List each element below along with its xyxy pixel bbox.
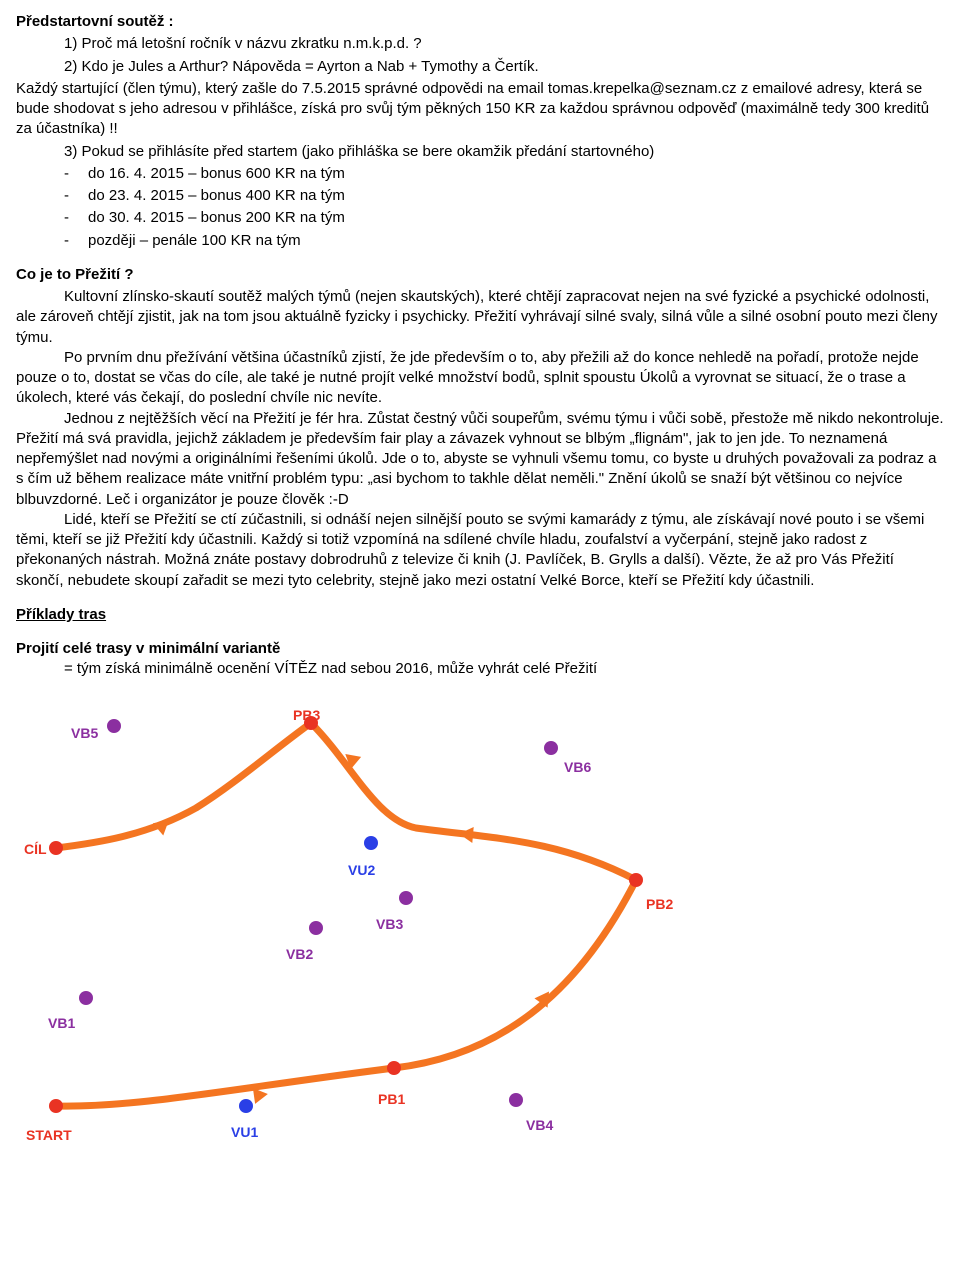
map-dot-vb6 xyxy=(544,741,558,755)
predstart-bullet-2: do 23. 4. 2015 – bonus 400 KR na tým xyxy=(16,186,944,206)
map-dot-vb1 xyxy=(79,991,93,1005)
predstart-heading: Předstartovní soutěž : xyxy=(16,12,944,32)
map-dot-vb5 xyxy=(107,719,121,733)
map-label-vu2: VU2 xyxy=(348,861,375,880)
map-label-vb6: VB6 xyxy=(564,758,591,777)
coje-p2: Po prvním dnu přežívání většina účastník… xyxy=(16,348,944,409)
predstart-bullet-4: později – penále 100 KR na tým xyxy=(16,231,944,251)
map-label-cil: CÍL xyxy=(24,840,47,859)
map-dot-vu2 xyxy=(364,836,378,850)
map-dot-vb4 xyxy=(509,1093,523,1107)
priklady-sub-rest: = tým získá minimálně ocenění VÍTĚZ nad … xyxy=(16,659,597,679)
predstart-q2: 2) Kdo je Jules a Arthur? Nápověda = Ayr… xyxy=(16,57,944,77)
priklady-heading: Příklady tras xyxy=(16,605,944,625)
map-dot-vu1 xyxy=(239,1099,253,1113)
coje-heading: Co je to Přežití ? xyxy=(16,265,944,285)
coje-p4: Lidé, kteří se Přežití se ctí zúčastnili… xyxy=(16,510,944,591)
predstart-bullet-3: do 30. 4. 2015 – bonus 200 KR na tým xyxy=(16,208,944,228)
predstart-q3: 3) Pokud se přihlásíte před startem (jak… xyxy=(16,142,944,162)
predstart-q1: 1) Proč má letošní ročník v názvu zkratk… xyxy=(16,34,944,54)
route-map-svg xyxy=(16,688,946,1148)
map-label-vb4: VB4 xyxy=(526,1116,553,1135)
map-label-vb5: VB5 xyxy=(71,724,98,743)
map-dot-pb1 xyxy=(387,1061,401,1075)
priklady-sub-bold: Projití celé trasy v minimální variantě xyxy=(16,640,280,657)
map-dot-vb3 xyxy=(399,891,413,905)
map-dot-start xyxy=(49,1099,63,1113)
coje-p3: Jednou z nejtěžších věcí na Přežití je f… xyxy=(16,409,944,510)
map-label-vu1: VU1 xyxy=(231,1123,258,1142)
route-map: START VU1 PB1 VB4 VB1 VB2 VB3 VU2 PB2 VB6 PB3 VB5 CÍ… xyxy=(16,688,946,1148)
predstart-rules: Každý startující (člen týmu), který zašl… xyxy=(16,79,944,140)
map-label-pb2: PB2 xyxy=(646,895,673,914)
route-arrow-2 xyxy=(458,825,473,842)
priklady-sub: Projití celé trasy v minimální variantě … xyxy=(16,639,944,680)
map-dot-pb2 xyxy=(629,873,643,887)
map-label-pb1: PB1 xyxy=(378,1090,405,1109)
map-dot-cil xyxy=(49,841,63,855)
map-label-vb2: VB2 xyxy=(286,945,313,964)
map-label-pb3: PB3 xyxy=(293,706,320,725)
map-dot-vb2 xyxy=(309,921,323,935)
route-path xyxy=(56,723,636,1106)
map-label-vb1: VB1 xyxy=(48,1014,75,1033)
predstart-bullet-1: do 16. 4. 2015 – bonus 600 KR na tým xyxy=(16,164,944,184)
map-label-vb3: VB3 xyxy=(376,915,403,934)
map-label-start: START xyxy=(26,1126,72,1145)
coje-p1: Kultovní zlínsko-skautí soutěž malých tý… xyxy=(16,287,944,348)
